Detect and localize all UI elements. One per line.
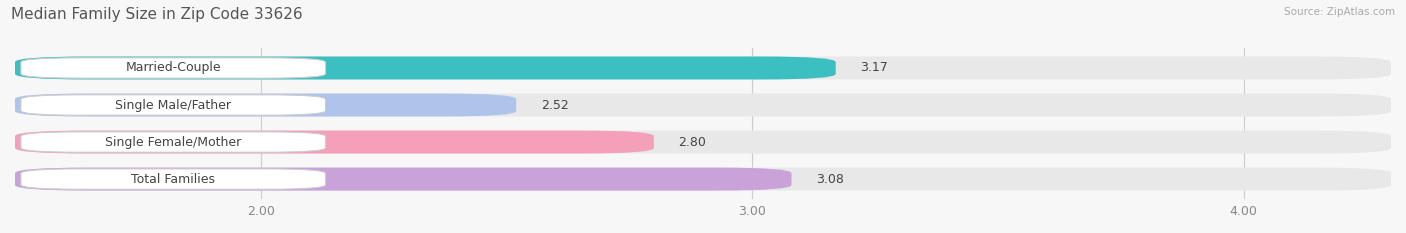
- Text: Married-Couple: Married-Couple: [125, 62, 221, 75]
- Text: 2.80: 2.80: [679, 136, 706, 149]
- FancyBboxPatch shape: [15, 93, 516, 116]
- Text: 3.17: 3.17: [860, 62, 889, 75]
- Text: Total Families: Total Families: [131, 173, 215, 185]
- FancyBboxPatch shape: [15, 93, 1391, 116]
- Text: Single Male/Father: Single Male/Father: [115, 99, 231, 112]
- FancyBboxPatch shape: [21, 132, 326, 152]
- FancyBboxPatch shape: [15, 57, 835, 79]
- FancyBboxPatch shape: [15, 57, 1391, 79]
- FancyBboxPatch shape: [21, 58, 326, 78]
- FancyBboxPatch shape: [15, 168, 792, 191]
- FancyBboxPatch shape: [15, 168, 1391, 191]
- Text: 2.52: 2.52: [541, 99, 568, 112]
- Text: 3.08: 3.08: [815, 173, 844, 185]
- Text: Source: ZipAtlas.com: Source: ZipAtlas.com: [1284, 7, 1395, 17]
- FancyBboxPatch shape: [15, 130, 654, 154]
- FancyBboxPatch shape: [21, 169, 326, 189]
- Text: Single Female/Mother: Single Female/Mother: [105, 136, 242, 149]
- Text: Median Family Size in Zip Code 33626: Median Family Size in Zip Code 33626: [11, 7, 302, 22]
- FancyBboxPatch shape: [15, 130, 1391, 154]
- FancyBboxPatch shape: [21, 95, 326, 115]
